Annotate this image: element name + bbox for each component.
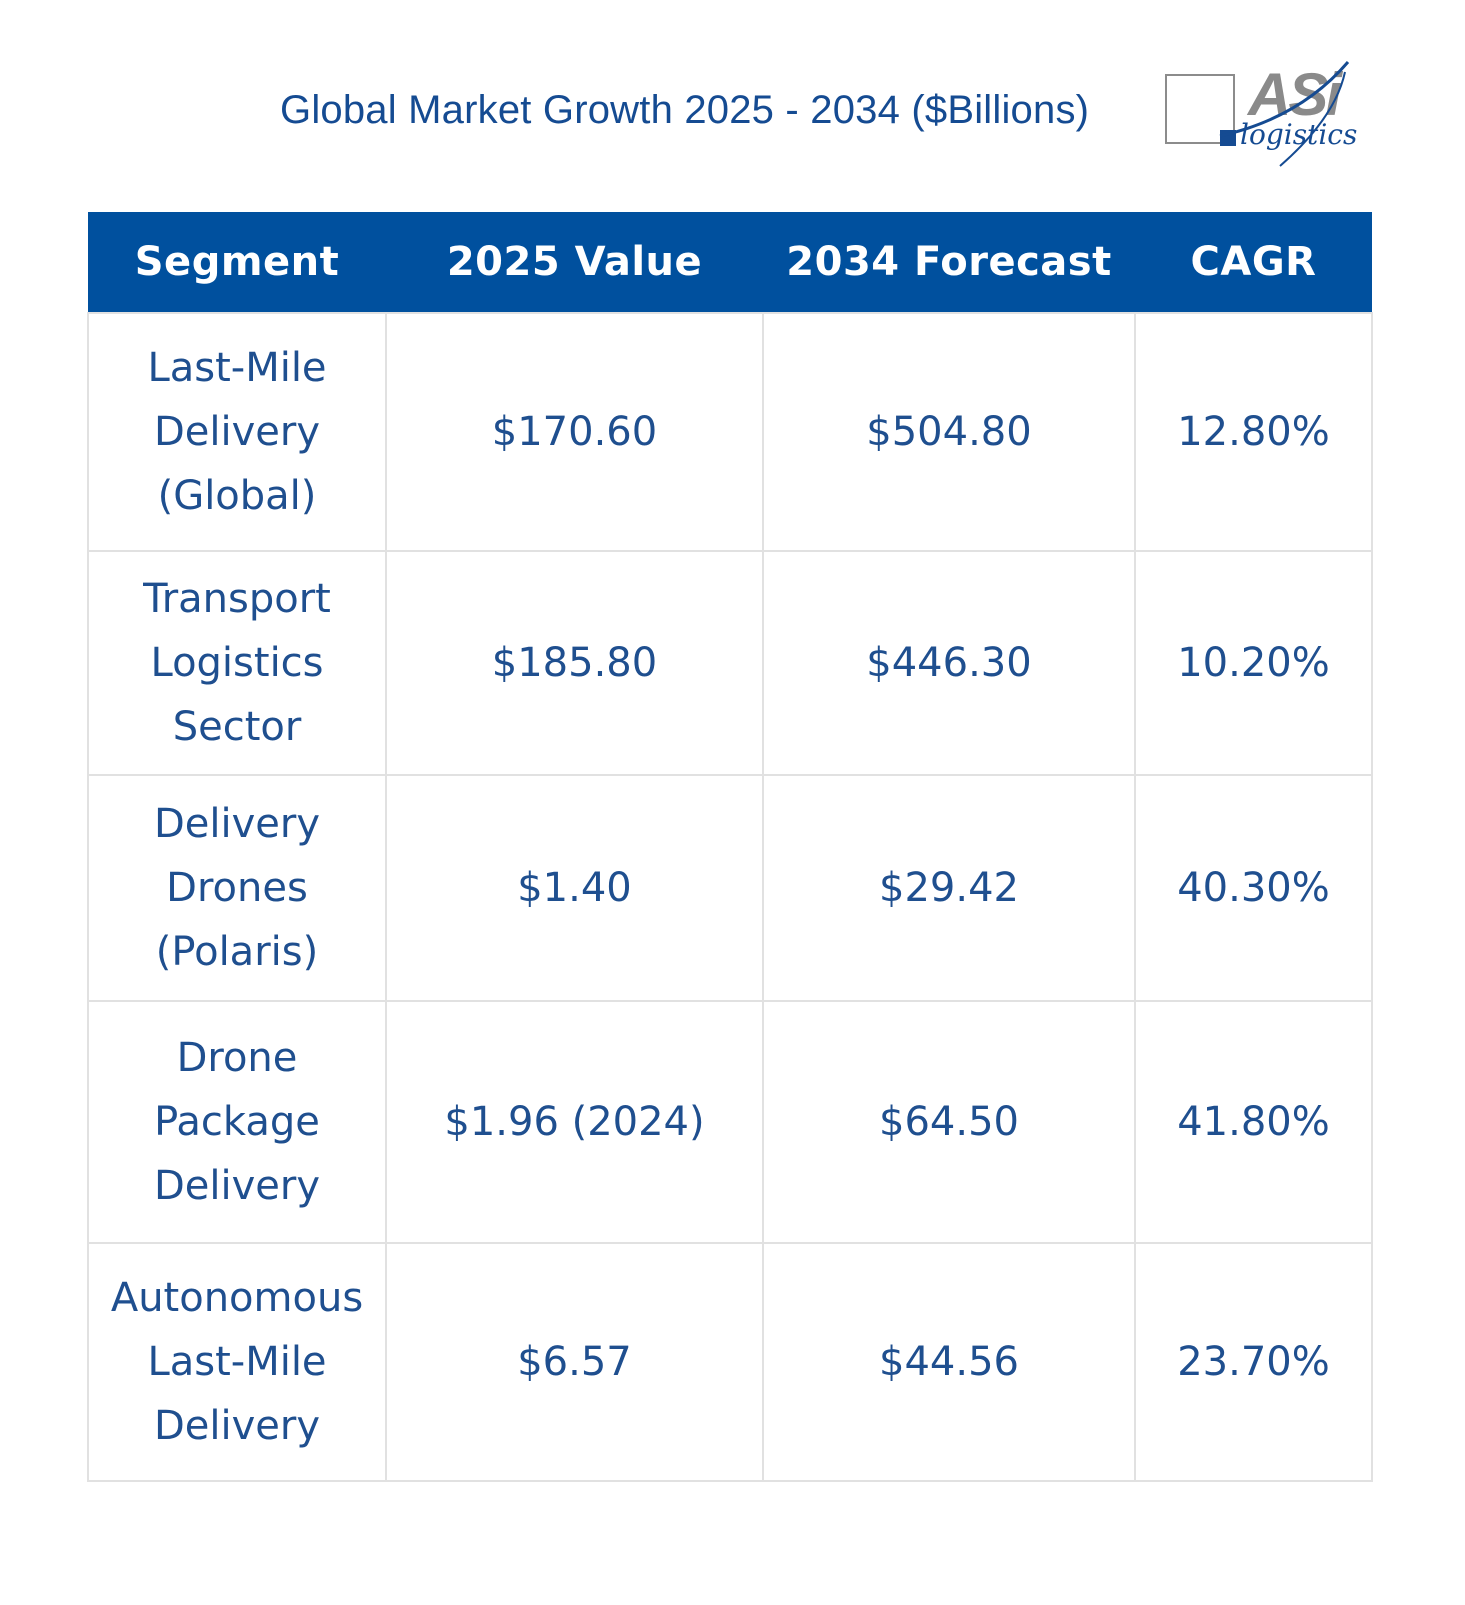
cagr-cell: 23.70% — [1134, 1242, 1373, 1482]
table-row: Autonomous Last-Mile Delivery $6.57 $44.… — [87, 1242, 1373, 1482]
column-header-cagr: CAGR — [1135, 212, 1372, 313]
cagr-cell: 41.80% — [1134, 1000, 1373, 1244]
segment-cell: Last-Mile Delivery (Global) — [87, 312, 387, 552]
column-header-2025-value: 2025 Value — [386, 212, 763, 313]
forecast-2034-cell: $64.50 — [762, 1000, 1136, 1244]
cagr-cell: 40.30% — [1134, 774, 1373, 1002]
table-row: Delivery Drones (Polaris) $1.40 $29.42 4… — [87, 774, 1373, 1002]
logo-swoosh-icon — [1219, 61, 1350, 167]
table-header-row: Segment 2025 Value 2034 Forecast CAGR — [88, 212, 1372, 313]
logo-box-outline — [1165, 74, 1235, 144]
market-growth-table: Segment 2025 Value 2034 Forecast CAGR La… — [87, 212, 1373, 1482]
cagr-cell: 10.20% — [1134, 550, 1373, 776]
cagr-cell: 12.80% — [1134, 312, 1373, 552]
forecast-2034-cell: $44.56 — [762, 1242, 1136, 1482]
value-2025-cell: $185.80 — [385, 550, 764, 776]
logo-brand-text: ASi — [1248, 61, 1342, 128]
table-row: Transport Logistics Sector $185.80 $446.… — [87, 550, 1373, 776]
page-title: Global Market Growth 2025 - 2034 ($Billi… — [280, 88, 1090, 132]
forecast-2034-cell: $504.80 — [762, 312, 1136, 552]
segment-cell: Transport Logistics Sector — [87, 550, 387, 776]
value-2025-cell: $1.40 — [385, 774, 764, 1002]
table-row: Last-Mile Delivery (Global) $170.60 $504… — [87, 312, 1373, 552]
column-header-2034-forecast: 2034 Forecast — [763, 212, 1135, 313]
table-row: Drone Package Delivery $1.96 (2024) $64.… — [87, 1000, 1373, 1244]
segment-cell: Autonomous Last-Mile Delivery — [87, 1242, 387, 1482]
value-2025-cell: $170.60 — [385, 312, 764, 552]
asi-logistics-logo: ASi logistics — [1160, 58, 1370, 176]
segment-cell: Delivery Drones (Polaris) — [87, 774, 387, 1002]
column-header-segment: Segment — [88, 212, 386, 313]
forecast-2034-cell: $29.42 — [762, 774, 1136, 1002]
segment-cell: Drone Package Delivery — [87, 1000, 387, 1244]
value-2025-cell: $6.57 — [385, 1242, 764, 1482]
value-2025-cell: $1.96 (2024) — [385, 1000, 764, 1244]
forecast-2034-cell: $446.30 — [762, 550, 1136, 776]
